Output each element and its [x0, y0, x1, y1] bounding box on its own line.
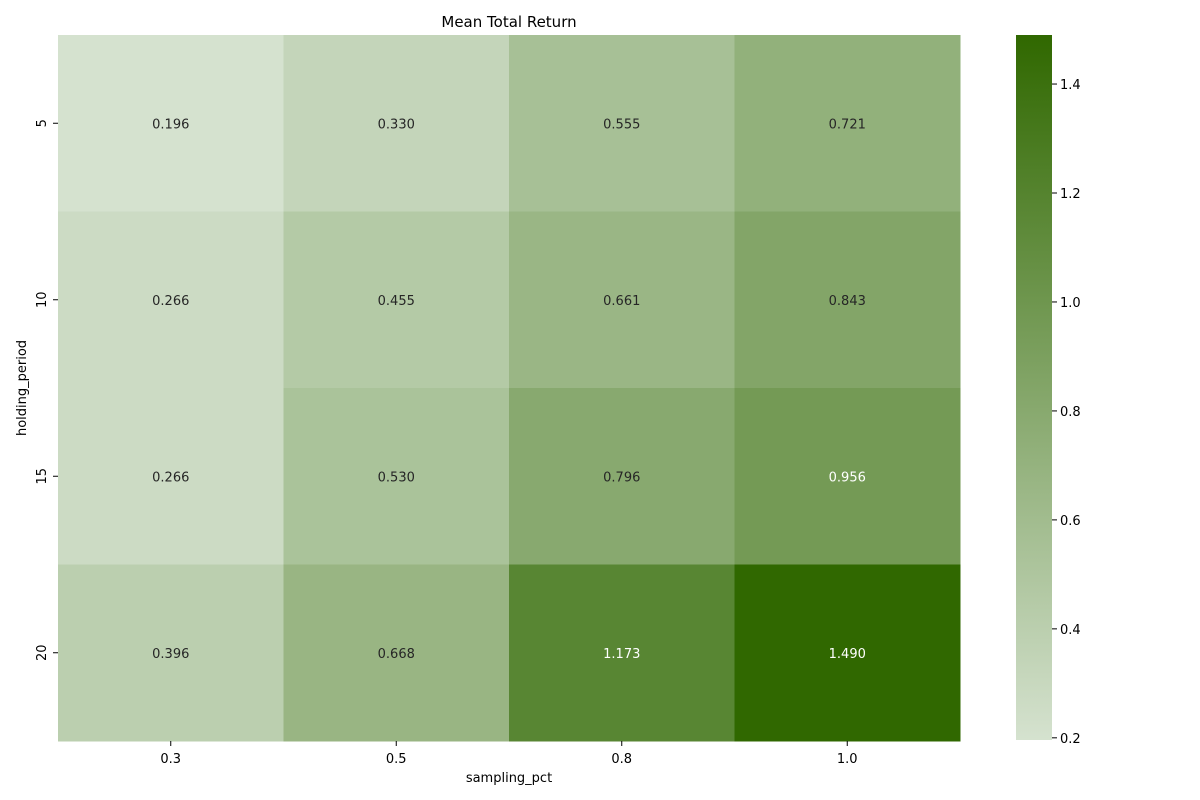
heatmap-cell: [509, 564, 735, 742]
cell-value-label: 0.661: [603, 294, 640, 309]
cell-value-label: 0.956: [829, 470, 866, 485]
colorbar-tick-label: 1.2: [1060, 187, 1081, 202]
heatmap-cell: [283, 211, 510, 389]
y-tick-label: 20: [35, 644, 50, 661]
x-tick-label: 0.8: [611, 752, 632, 767]
colorbar-tick-label: 0.4: [1060, 623, 1081, 638]
heatmap-cell: [283, 388, 510, 565]
chart-title: Mean Total Return: [441, 13, 576, 31]
y-axis-label: holding_period: [15, 340, 30, 436]
cell-value-label: 1.490: [829, 647, 866, 662]
cell-value-label: 0.721: [829, 117, 866, 132]
heatmap-cell: [58, 211, 284, 389]
colorbar-tick-label: 0.2: [1060, 732, 1081, 747]
cell-value-label: 1.173: [603, 647, 640, 662]
colorbar-gradient: [1016, 35, 1052, 740]
heatmap-cell: [58, 564, 284, 742]
heatmap-cell: [283, 35, 510, 212]
heatmap-cell: [509, 388, 735, 565]
cell-value-label: 0.796: [603, 470, 640, 485]
heatmap-cell: [509, 35, 735, 212]
x-axis: 0.3 0.5 0.8 1.0: [160, 741, 858, 767]
colorbar: 0.2 0.4 0.6 0.8 1.0 1.2 1.4: [1016, 35, 1081, 747]
cell-value-label: 0.555: [603, 117, 640, 132]
heatmap-cell: [734, 35, 961, 212]
y-tick-label: 10: [35, 291, 50, 308]
colorbar-tick-label: 0.6: [1060, 514, 1081, 529]
cell-value-label: 0.266: [152, 294, 189, 309]
cell-value-label: 0.330: [378, 117, 415, 132]
heatmap-cell: [283, 564, 510, 742]
y-tick-label: 15: [35, 468, 50, 485]
heatmap-cell: [734, 211, 961, 389]
heatmap-cell: [734, 564, 961, 742]
cell-value-label: 0.668: [378, 647, 415, 662]
cell-value-label: 0.843: [829, 294, 866, 309]
cell-value-label: 0.396: [152, 647, 189, 662]
heatmap-cell: [58, 388, 284, 565]
cell-value-label: 0.455: [378, 294, 415, 309]
colorbar-tick-label: 1.4: [1060, 78, 1081, 93]
y-axis: 5 10 15 20: [35, 119, 58, 661]
heatmap-cells: 0.196 0.330 0.555 0.721 0.266 0.455 0.661 0.843…: [58, 35, 961, 742]
colorbar-tick-label: 0.8: [1060, 405, 1081, 420]
cell-value-label: 0.196: [152, 117, 189, 132]
x-tick-label: 0.5: [386, 752, 407, 767]
heatmap-cell: [58, 35, 284, 212]
cell-value-label: 0.530: [378, 470, 415, 485]
y-tick-label: 5: [35, 119, 50, 127]
x-axis-label: sampling_pct: [466, 771, 552, 786]
x-tick-label: 0.3: [160, 752, 181, 767]
cell-value-label: 0.266: [152, 470, 189, 485]
heatmap-cell: [734, 388, 961, 565]
x-tick-label: 1.0: [837, 752, 858, 767]
heatmap-cell: [509, 211, 735, 389]
colorbar-tick-label: 1.0: [1060, 296, 1081, 311]
